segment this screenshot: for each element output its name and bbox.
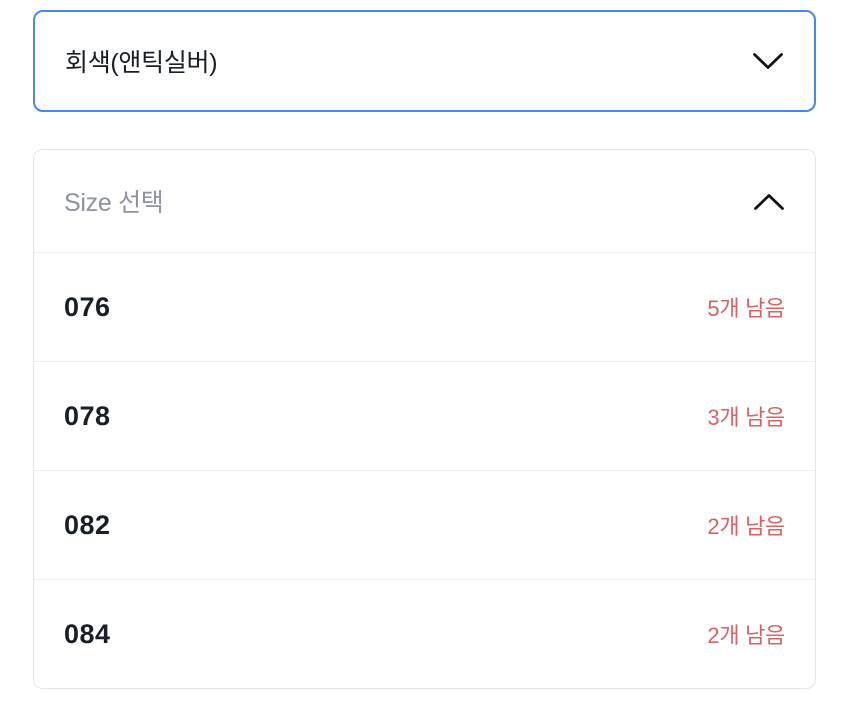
stock-remaining-label: 2개 남음 <box>707 623 785 648</box>
stock-remaining-label: 5개 남음 <box>707 296 785 321</box>
stock-remaining-label: 2개 남음 <box>707 514 785 539</box>
size-dropdown-header[interactable]: Size 선택 <box>34 150 815 253</box>
size-option-row[interactable]: 082 2개 남음 <box>34 471 815 580</box>
size-value: 076 <box>64 291 111 322</box>
size-option-row[interactable]: 084 2개 남음 <box>34 580 815 688</box>
size-option-list: 076 5개 남음 078 3개 남음 082 2개 남음 084 2개 남음 <box>34 253 815 688</box>
chevron-up-icon <box>753 192 785 211</box>
color-option-dropdown[interactable]: 회색(앤틱실버) <box>33 10 816 112</box>
size-select-panel: Size 선택 076 5개 남음 078 3개 남음 <box>33 149 816 689</box>
size-value: 078 <box>64 400 111 431</box>
size-option-row[interactable]: 078 3개 남음 <box>34 362 815 471</box>
size-option-row[interactable]: 076 5개 남음 <box>34 253 815 362</box>
chevron-down-icon <box>752 52 784 71</box>
size-value: 082 <box>64 509 111 540</box>
size-value: 084 <box>64 618 111 649</box>
selected-color-label: 회색(앤틱실버) <box>65 49 218 77</box>
stock-remaining-label: 3개 남음 <box>707 405 785 430</box>
size-placeholder-label: Size 선택 <box>64 189 164 217</box>
